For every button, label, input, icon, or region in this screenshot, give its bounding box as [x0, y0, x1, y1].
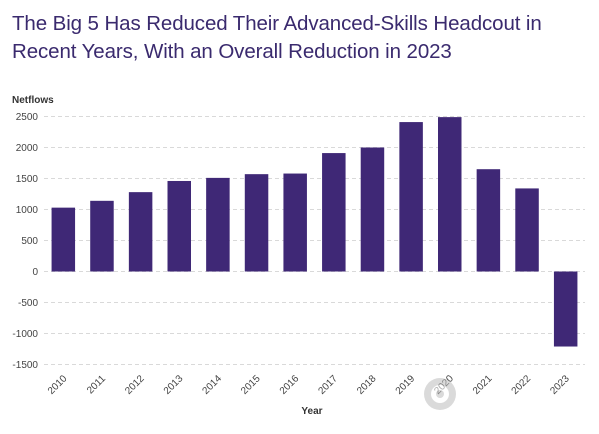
y-tick-label: 1500 [16, 174, 39, 185]
bar-2015 [244, 174, 269, 272]
watermark [418, 370, 593, 420]
bar-2012 [128, 192, 153, 272]
y-tick-label: 1000 [16, 205, 39, 216]
x-tick-label: 2011 [85, 373, 108, 396]
x-tick-label: 2015 [239, 373, 263, 397]
x-axis-label: Year [301, 406, 322, 417]
x-tick-label: 2019 [394, 373, 418, 397]
y-axis-label: Netflows [12, 95, 54, 106]
x-tick-label: 2013 [162, 373, 186, 397]
x-tick-label: 2017 [316, 373, 340, 397]
y-tick-label: 2500 [16, 112, 39, 123]
x-tick-label: 2010 [46, 373, 70, 397]
bar-2013 [167, 180, 191, 272]
bars [51, 117, 578, 347]
y-tick-label: -1500 [12, 360, 38, 371]
bar-2014 [206, 177, 230, 272]
bar-2010 [51, 207, 76, 272]
bar-2011 [90, 200, 114, 272]
x-tick-label: 2014 [201, 373, 225, 397]
y-tick-label: 500 [21, 236, 38, 247]
x-tick-label: 2018 [355, 373, 379, 397]
bar-2018 [360, 147, 385, 272]
bar-2019 [399, 122, 423, 272]
x-tick-label: 2012 [123, 373, 147, 397]
x-tick-label: 2016 [278, 373, 302, 397]
y-tick-label: -500 [18, 298, 38, 309]
bar-2017 [322, 153, 346, 272]
y-tick-label: 2000 [16, 143, 39, 154]
chart-title: The Big 5 Has Reduced Their Advanced-Ski… [12, 12, 542, 63]
bar-2021 [476, 169, 501, 272]
y-tick-label: 0 [32, 267, 38, 278]
bar-2022 [515, 188, 539, 272]
y-axis-ticks: 2500 2000 1500 1000 500 0 -500 -1000 -1500 [12, 112, 38, 371]
y-tick-label: -1000 [12, 329, 38, 340]
bar-2023 [553, 271, 578, 347]
bar-2016 [283, 173, 307, 272]
grid-lines [44, 116, 585, 365]
bar-2020 [438, 117, 462, 272]
